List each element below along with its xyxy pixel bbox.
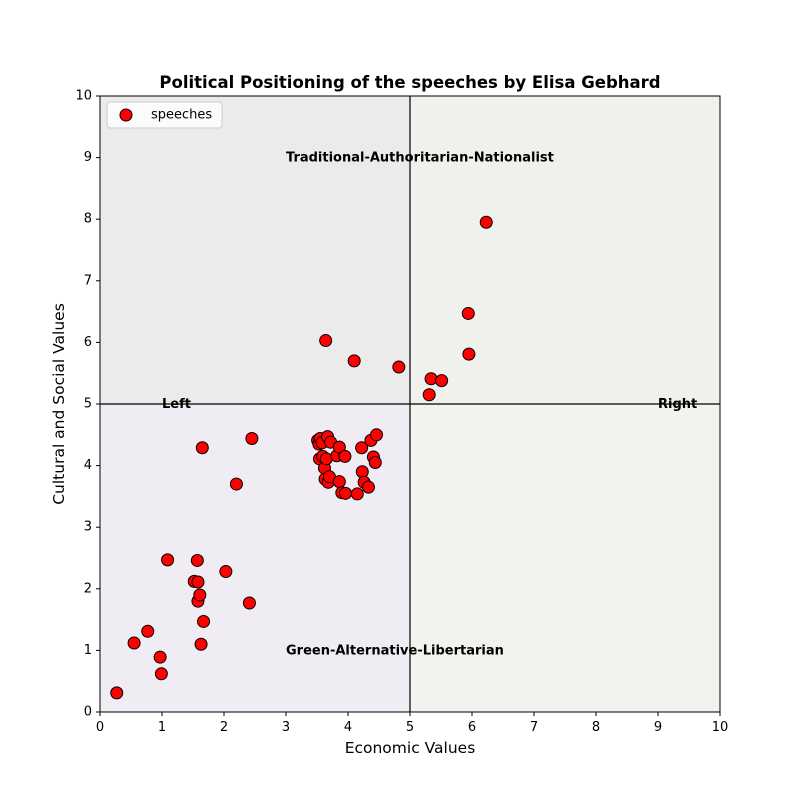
data-point [242, 596, 256, 610]
data-point [338, 449, 352, 463]
annotation-1: Green-Alternative-Libertarian [286, 643, 504, 658]
data-point [424, 372, 438, 386]
quadrant-backgrounds [100, 96, 720, 712]
data-point [479, 215, 493, 229]
legend-box [106, 101, 223, 129]
data-point [361, 480, 375, 494]
y-tick-label: 6 [84, 335, 92, 350]
data-point [194, 637, 208, 651]
data-point [350, 487, 364, 501]
y-tick-label: 7 [84, 273, 92, 288]
data-points [110, 215, 493, 700]
data-point [339, 486, 353, 500]
x-tick-label: 1 [158, 720, 166, 735]
data-point [161, 553, 175, 567]
x-axis-label: Economic Values [345, 739, 476, 757]
data-point [127, 636, 141, 650]
data-point [195, 441, 209, 455]
x-tick-label: 4 [344, 720, 352, 735]
y-tick-label: 10 [75, 89, 92, 104]
data-point [392, 360, 406, 374]
data-point [197, 614, 211, 628]
data-point [219, 565, 233, 579]
data-point [461, 306, 475, 320]
y-tick-label: 4 [84, 458, 92, 473]
x-tick-label: 0 [96, 720, 104, 735]
data-point [193, 588, 207, 602]
data-point [462, 347, 476, 361]
data-point [319, 334, 333, 348]
data-point [110, 686, 124, 700]
data-point [229, 477, 243, 491]
data-point [347, 354, 361, 368]
quadrant-2 [100, 404, 410, 712]
y-tick-label: 8 [84, 212, 92, 227]
y-tick-label: 5 [84, 397, 92, 412]
data-point [154, 667, 168, 681]
x-tick-label: 7 [530, 720, 538, 735]
data-point [435, 374, 449, 388]
legend: speeches [106, 101, 223, 129]
x-axis-ticks: 0 1 2 3 4 5 6 7 8 9 10 [96, 712, 728, 735]
y-axis-ticks: 0 1 2 3 4 5 6 7 8 9 10 [75, 89, 100, 720]
reference-lines [100, 96, 720, 712]
y-tick-label: 0 [84, 705, 92, 720]
data-point [141, 624, 155, 638]
y-tick-label: 1 [84, 643, 92, 658]
data-point [245, 431, 259, 445]
x-tick-label: 5 [406, 720, 414, 735]
data-point [355, 441, 369, 455]
data-point [355, 465, 369, 479]
x-tick-label: 2 [220, 720, 228, 735]
annotation-0: Traditional-Authoritarian-Nationalist [286, 151, 554, 166]
x-tick-label: 8 [592, 720, 600, 735]
data-point [368, 456, 382, 470]
data-point [191, 575, 205, 589]
y-tick-label: 3 [84, 520, 92, 535]
legend-label: speeches [151, 108, 212, 123]
data-point [332, 475, 346, 489]
data-point [190, 553, 204, 567]
annotation-3: Right [658, 397, 697, 412]
y-tick-label: 9 [84, 150, 92, 165]
quadrant-0 [100, 96, 410, 404]
legend-marker [119, 108, 133, 122]
x-tick-label: 3 [282, 720, 290, 735]
chart-title: Political Positioning of the speeches by… [159, 73, 660, 92]
annotation-2: Left [162, 397, 191, 412]
y-axis-label: Cultural and Social Values [50, 303, 68, 505]
quadrant-annotations: Traditional-Authoritarian-Nationalist Gre… [162, 151, 697, 659]
data-point [422, 388, 436, 402]
data-point [153, 650, 167, 664]
x-tick-label: 10 [712, 720, 729, 735]
y-tick-label: 2 [84, 581, 92, 596]
quadrant-3 [410, 404, 720, 712]
x-tick-label: 6 [468, 720, 476, 735]
quadrant-1 [410, 96, 720, 404]
data-point [370, 428, 384, 442]
x-tick-label: 9 [654, 720, 662, 735]
